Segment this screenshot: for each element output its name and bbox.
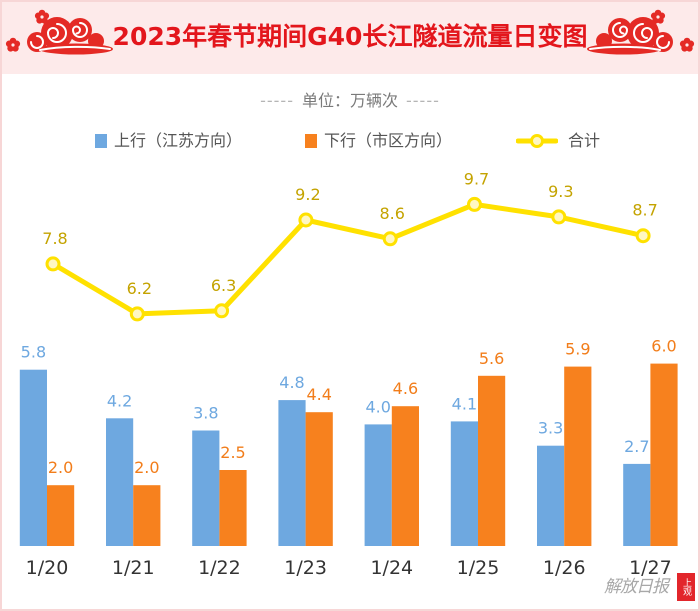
- bar-up-1-22: [192, 430, 220, 546]
- bar-up-1-20: [19, 369, 47, 546]
- total-label-1-21: 6.2: [127, 279, 152, 298]
- total-series-line: [50, 201, 646, 317]
- bar-label-down-1-24: 4.6: [393, 379, 418, 398]
- bar-label-down-1-22: 2.5: [220, 443, 245, 462]
- x-tick-label-1-27: 1/27: [629, 557, 672, 579]
- total-label-1-22: 6.3: [211, 276, 236, 295]
- plum-flower-icon: [34, 9, 50, 24]
- total-point-1-20: [45, 256, 61, 272]
- cloud-decoration-left-icon: [27, 17, 113, 55]
- x-tick-label-1-22: 1/22: [198, 557, 241, 579]
- bar-down-1-21: [133, 485, 161, 546]
- bar-label-down-1-23: 4.4: [306, 385, 331, 404]
- bar-label-up-1-25: 4.1: [452, 394, 477, 413]
- plum-flower-icon: [650, 9, 666, 24]
- x-tick-label-1-21: 1/21: [112, 557, 155, 579]
- bar-up-1-25: [450, 421, 478, 546]
- bar-label-up-1-24: 4.0: [365, 397, 390, 416]
- total-point-1-24: [382, 231, 398, 247]
- plum-flower-icon: [5, 37, 21, 52]
- bar-label-up-1-26: 3.3: [538, 419, 563, 438]
- legend-line-marker-icon: [516, 134, 558, 148]
- x-tick-label-1-24: 1/24: [370, 557, 413, 579]
- subtitle-dash-left: -----: [260, 91, 294, 110]
- legend-label-down: 下行（市区方向）: [324, 131, 453, 150]
- total-point-1-21: [129, 306, 145, 322]
- plum-flower-icon: [679, 37, 695, 52]
- total-label-1-24: 8.6: [379, 204, 404, 223]
- bar-down-1-26: [564, 366, 592, 546]
- cloud-decoration-right-icon: [587, 17, 673, 55]
- total-label-1-23: 9.2: [295, 185, 320, 204]
- bar-up-1-23: [278, 400, 306, 546]
- bar-up-1-21: [106, 418, 134, 546]
- bar-down-1-22: [219, 470, 247, 546]
- bar-down-1-24: [391, 406, 419, 546]
- legend-item-down: 下行（市区方向）: [305, 130, 495, 152]
- total-label-1-25: 9.7: [464, 169, 489, 188]
- total-point-1-25: [467, 196, 482, 212]
- bar-label-up-1-27: 2.7: [624, 437, 649, 456]
- total-label-1-26: 9.3: [548, 182, 573, 201]
- total-label-1-27: 8.7: [632, 201, 657, 220]
- bar-label-down-1-26: 5.9: [565, 340, 590, 359]
- legend-item-total: 合计: [516, 130, 616, 152]
- total-line-group: 7.8 6.2 6.3 9.2 8.6 9.7 9.3 8.7: [42, 169, 658, 322]
- title-banner: 2023年春节期间G40长江隧道流量日变图: [0, 0, 700, 74]
- unit-subtitle: ----- 单位：万辆次 -----: [0, 90, 700, 112]
- chart-title: 2023年春节期间G40长江隧道流量日变图: [112, 22, 588, 51]
- bar-down-1-20: [47, 485, 75, 546]
- total-point-1-22: [214, 303, 230, 319]
- bar-down-1-25: [478, 375, 506, 546]
- bar-up-1-24: [364, 424, 392, 546]
- total-point-1-23: [298, 212, 314, 228]
- legend-label-total: 合计: [568, 131, 601, 150]
- legend-label-up: 上行（江苏方向）: [114, 131, 243, 150]
- legend-swatch-up: [95, 134, 107, 148]
- bar-up-1-26: [537, 445, 565, 546]
- bars-group: [19, 363, 678, 546]
- watermark-logo: 解放日报: [604, 577, 669, 597]
- x-tick-label-1-20: 1/20: [26, 557, 69, 579]
- bar-label-down-1-27: 6.0: [651, 337, 676, 356]
- total-point-1-26: [551, 209, 567, 225]
- bar-label-down-1-25: 5.6: [479, 349, 504, 368]
- x-tick-label-1-26: 1/26: [543, 557, 586, 579]
- bar-down-1-27: [650, 363, 678, 546]
- subtitle-dash-right: -----: [406, 91, 440, 110]
- bar-label-up-1-20: 5.8: [21, 343, 46, 362]
- bar-label-up-1-23: 4.8: [279, 373, 304, 392]
- bar-up-1-27: [623, 463, 651, 546]
- total-label-1-20: 7.8: [42, 229, 67, 248]
- bar-label-down-1-20: 2.0: [48, 458, 73, 477]
- x-axis-labels: 1/20 1/21 1/22 1/23 1/24 1/25 1/26 1/27: [26, 557, 672, 579]
- banner-decorations: [5, 9, 695, 55]
- bar-label-down-1-21: 2.0: [134, 458, 159, 477]
- bar-down-1-23: [305, 412, 333, 546]
- bar-label-up-1-22: 3.8: [193, 404, 218, 423]
- total-point-1-27: [635, 228, 651, 244]
- bar-value-labels: 5.8 2.0 4.2 2.0 3.8 2.5 4.84.4 4.04.6 4.1 5.6 3.3 5…: [21, 337, 677, 478]
- watermark-stamp: 上观: [677, 573, 695, 601]
- legend-swatch-down: [305, 134, 317, 148]
- x-tick-label-1-25: 1/25: [457, 557, 500, 579]
- bar-label-up-1-21: 4.2: [107, 391, 132, 410]
- unit-label: 单位：万辆次: [301, 91, 398, 110]
- x-tick-label-1-23: 1/23: [284, 557, 327, 579]
- legend-item-up: 上行（江苏方向）: [95, 130, 285, 152]
